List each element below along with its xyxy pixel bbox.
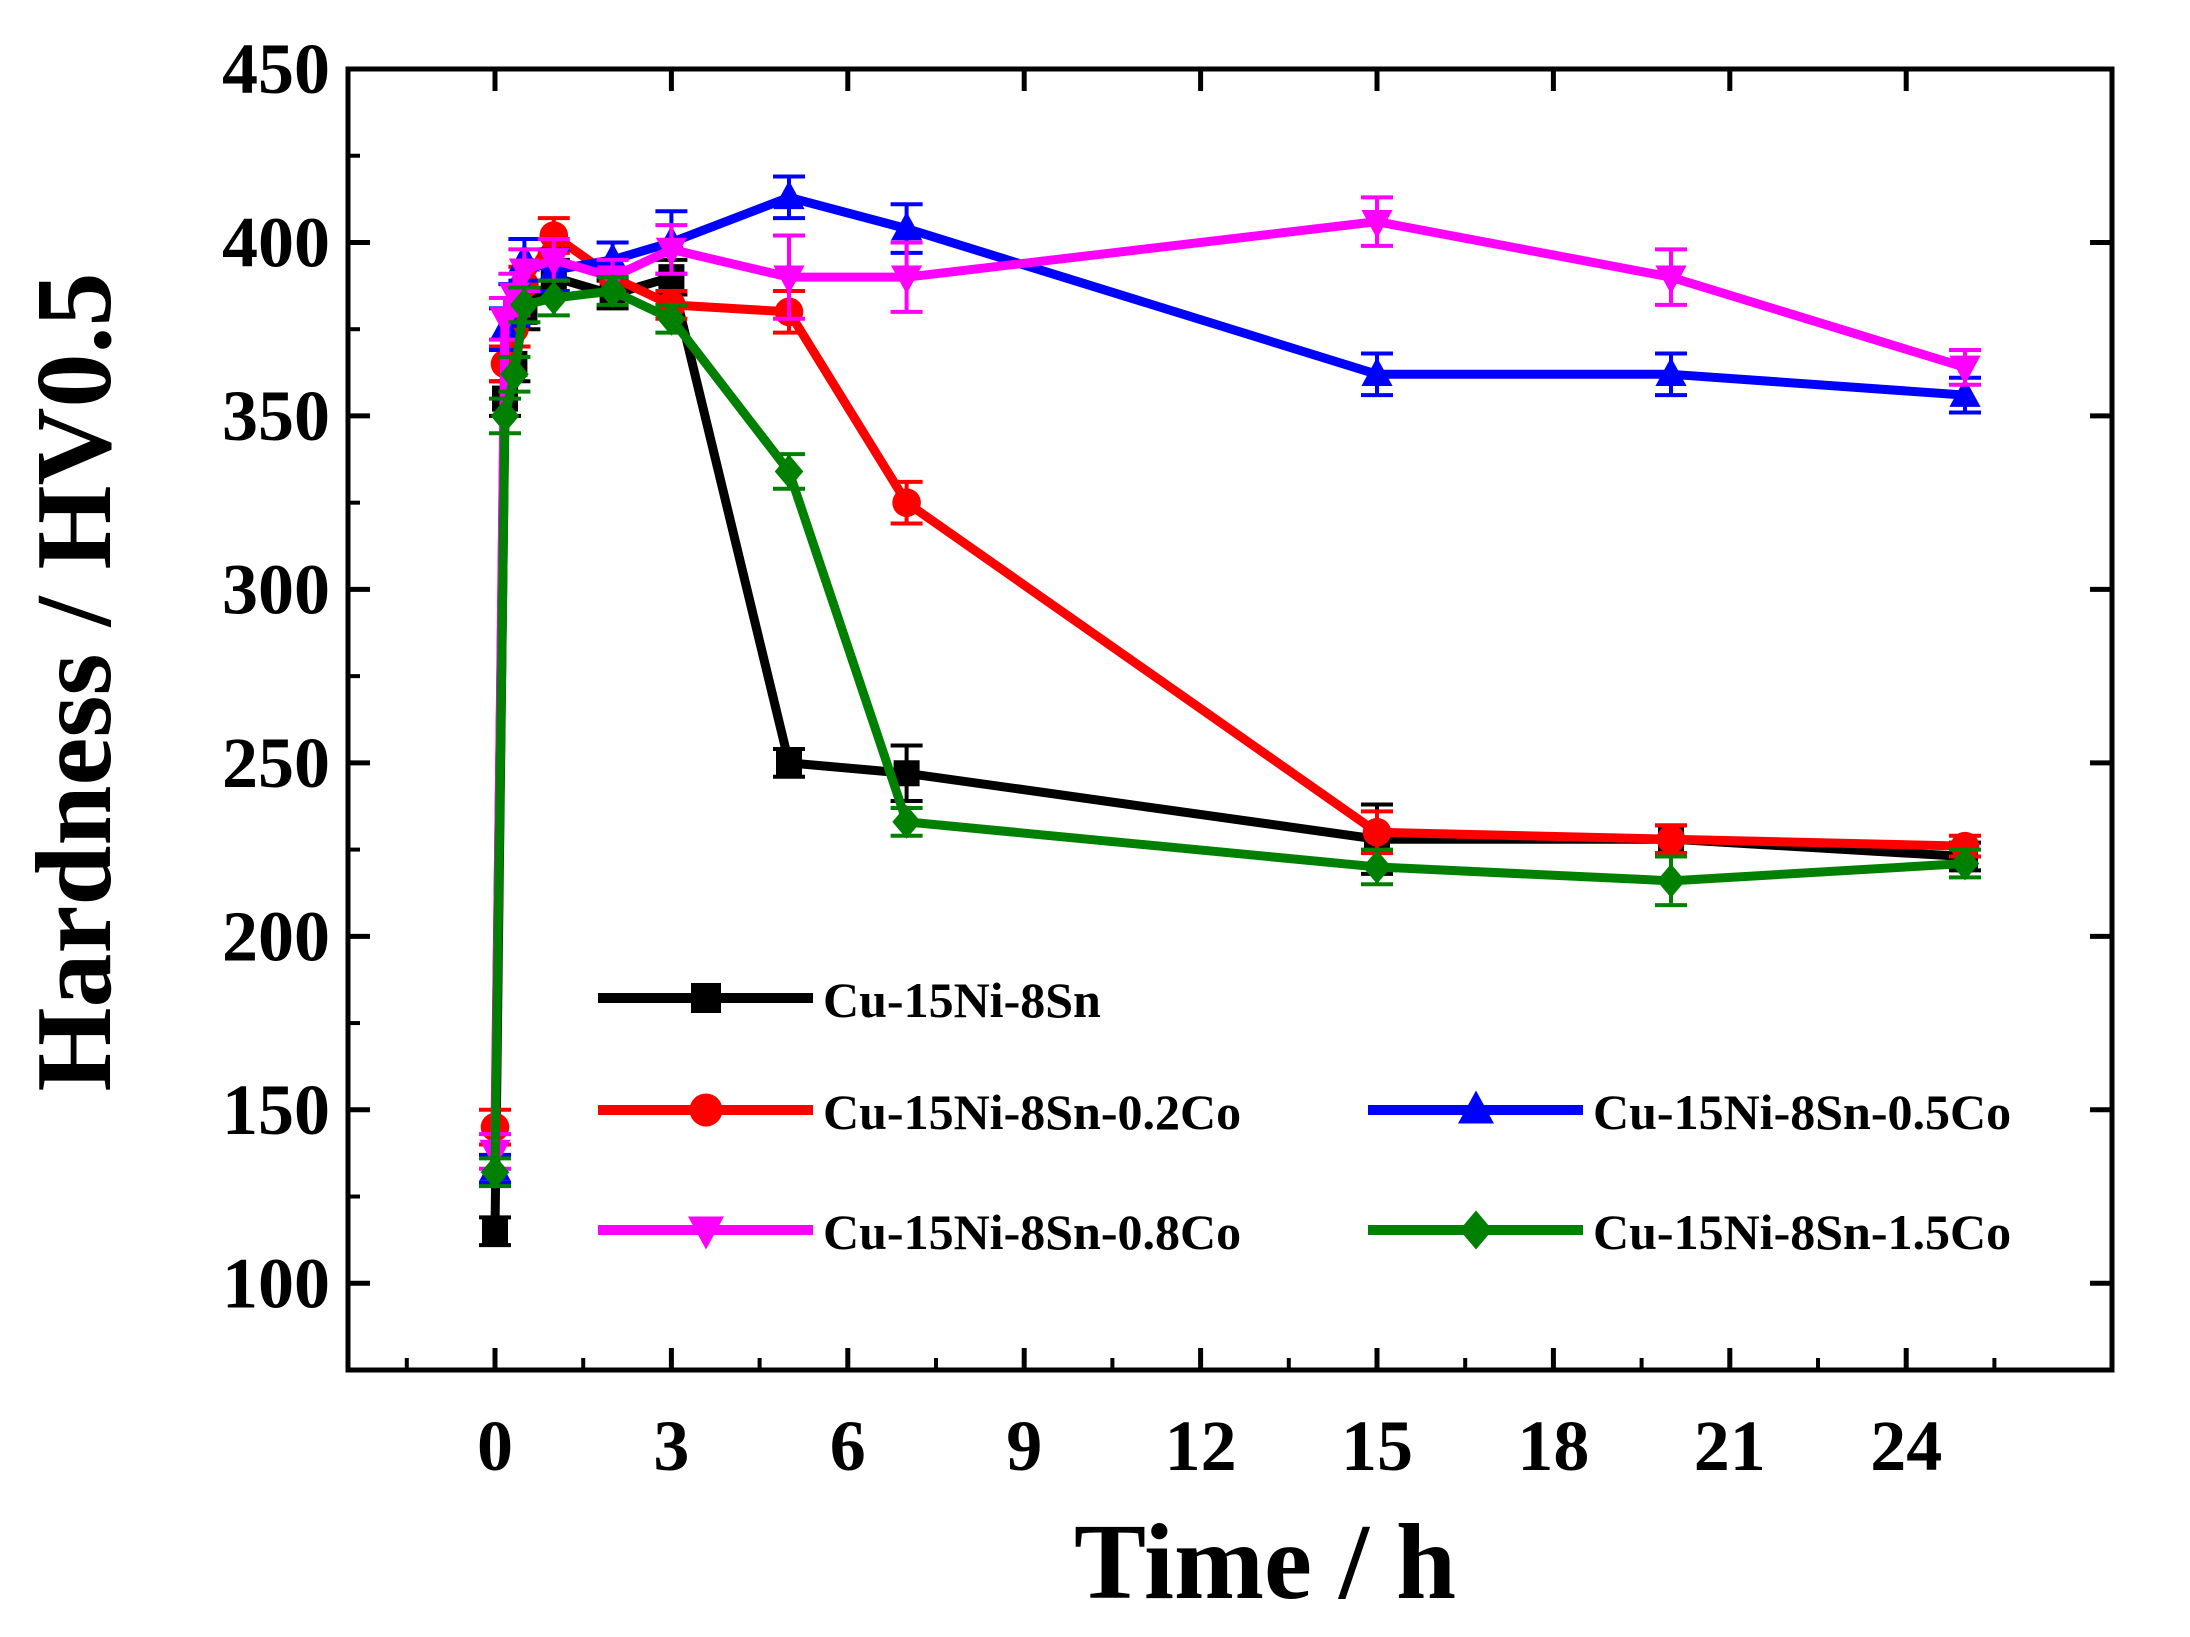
y-tick-label: 250 xyxy=(222,723,330,803)
y-axis-title: Hardness / HV0.5 xyxy=(15,272,134,1091)
data-point xyxy=(1655,357,1687,387)
series-3 xyxy=(479,174,1981,1185)
data-point xyxy=(1362,850,1392,884)
data-point xyxy=(891,265,923,295)
y-tick-label: 450 xyxy=(222,29,330,109)
data-point xyxy=(773,265,805,295)
data-point xyxy=(1656,824,1686,854)
legend-label: Cu-15Ni-8Sn-0.5Co xyxy=(1593,1084,2011,1140)
plot-frame xyxy=(345,66,2115,1373)
x-tick-label: 12 xyxy=(1165,1406,1237,1486)
x-tick-label: 24 xyxy=(1870,1406,1942,1486)
series-4 xyxy=(479,195,1981,1171)
data-point xyxy=(1949,378,1981,407)
legend-label: Cu-15Ni-8Sn xyxy=(823,972,1101,1028)
data-point xyxy=(1361,209,1393,239)
series-line xyxy=(490,192,1966,1169)
data-point xyxy=(510,288,539,322)
data-point xyxy=(490,399,520,433)
x-tick-label: 18 xyxy=(1517,1406,1589,1486)
data-point xyxy=(1949,355,1981,385)
data-point xyxy=(539,281,569,315)
data-point xyxy=(1458,1090,1494,1124)
data-point xyxy=(891,211,923,241)
x-tick-label: 3 xyxy=(653,1406,689,1486)
legend-label: Cu-15Ni-8Sn-1.5Co xyxy=(1593,1204,2011,1260)
data-point xyxy=(773,180,805,210)
data-point xyxy=(774,454,804,489)
legend: Cu-15Ni-8Sn Cu-15Ni-8Sn-0.2Co Cu-15Ni-8Sn-… xyxy=(598,972,2011,1260)
series-5 xyxy=(479,274,1981,1190)
y-tick-label: 200 xyxy=(222,896,330,976)
data-point xyxy=(1656,863,1686,898)
y-tick-label: 350 xyxy=(222,376,330,456)
legend-entry-3: Cu-15Ni-8Sn-0.5Co xyxy=(1368,1084,2011,1140)
legend-entry-5: Cu-15Ni-8Sn-1.5Co xyxy=(1368,1204,2011,1260)
legend-label: Cu-15Ni-8Sn-0.2Co xyxy=(823,1084,1241,1140)
legend-entry-2: Cu-15Ni-8Sn-0.2Co xyxy=(598,1084,1241,1140)
y-tick-label: 300 xyxy=(222,549,330,629)
data-point xyxy=(657,301,686,336)
axes: 0 3 6 9 12 15 18 21 24 100 150 200 250 300 350 400 450 xyxy=(222,29,2115,1486)
legend-entry-4: Cu-15Ni-8Sn-0.8Co xyxy=(598,1204,1241,1260)
data-point xyxy=(1362,817,1392,847)
data-point xyxy=(597,242,629,272)
data-point xyxy=(688,1216,724,1250)
data-point xyxy=(655,237,687,267)
data-point xyxy=(598,274,627,308)
data-point xyxy=(538,248,570,277)
x-tick-label: 15 xyxy=(1341,1406,1413,1486)
x-tick-label: 9 xyxy=(1006,1406,1042,1486)
data-point xyxy=(480,1155,510,1190)
y-tick-label: 100 xyxy=(222,1243,330,1323)
data-point xyxy=(482,1218,508,1245)
y-tick-label: 400 xyxy=(222,202,330,282)
data-point xyxy=(1950,846,1980,881)
x-tick-label: 0 xyxy=(477,1406,513,1486)
data-point xyxy=(1655,265,1687,295)
x-tick-label: 21 xyxy=(1694,1406,1766,1486)
data-point xyxy=(500,357,529,392)
x-axis-title: Time / h xyxy=(1074,1503,1456,1622)
legend-entry-1: Cu-15Ni-8Sn xyxy=(598,972,1101,1028)
data-point xyxy=(892,804,921,839)
data-point xyxy=(508,258,540,288)
data-point xyxy=(892,488,921,517)
x-tick-label: 6 xyxy=(830,1406,866,1486)
data-point xyxy=(1361,357,1393,387)
data-point xyxy=(689,1093,723,1127)
data-point xyxy=(691,983,721,1013)
data-point xyxy=(539,221,569,250)
legend-label: Cu-15Ni-8Sn-0.8Co xyxy=(823,1204,1241,1260)
series-group xyxy=(479,174,1981,1248)
y-tick-label: 150 xyxy=(222,1070,330,1150)
data-point xyxy=(1950,831,1980,861)
data-point xyxy=(776,749,802,776)
data-point xyxy=(1459,1210,1493,1250)
